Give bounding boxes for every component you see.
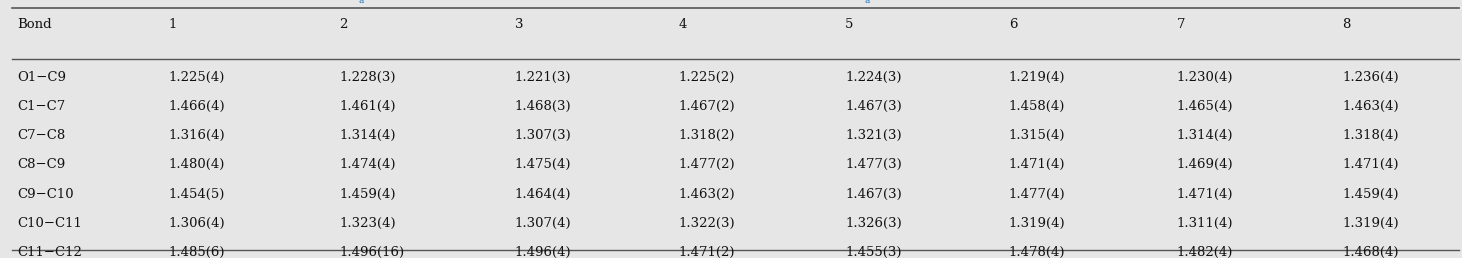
Text: 1.225(2): 1.225(2): [678, 71, 735, 84]
Text: 1.322(3): 1.322(3): [678, 217, 735, 230]
Text: 1.306(4): 1.306(4): [168, 217, 225, 230]
Text: 1.219(4): 1.219(4): [1009, 71, 1066, 84]
Text: 1.458(4): 1.458(4): [1009, 100, 1066, 113]
Text: 1.468(4): 1.468(4): [1342, 246, 1399, 258]
Text: 1.471(4): 1.471(4): [1177, 188, 1234, 200]
Text: 4: 4: [678, 18, 687, 31]
Text: 6: 6: [1009, 18, 1018, 31]
Text: 2: 2: [339, 18, 348, 31]
Text: 1.314(4): 1.314(4): [339, 129, 396, 142]
Text: 1.465(4): 1.465(4): [1177, 100, 1234, 113]
Text: 1.236(4): 1.236(4): [1342, 71, 1399, 84]
Text: a: a: [358, 0, 364, 5]
Text: 1.319(4): 1.319(4): [1009, 217, 1066, 230]
Text: 1.463(2): 1.463(2): [678, 188, 735, 200]
Text: 1.321(3): 1.321(3): [845, 129, 902, 142]
Text: 1.228(3): 1.228(3): [339, 71, 396, 84]
Text: C9−C10: C9−C10: [18, 188, 75, 200]
Text: 1.469(4): 1.469(4): [1177, 158, 1234, 171]
Text: C1−C7: C1−C7: [18, 100, 66, 113]
Text: 1.314(4): 1.314(4): [1177, 129, 1234, 142]
Text: 1.316(4): 1.316(4): [168, 129, 225, 142]
Text: 7: 7: [1177, 18, 1186, 31]
Text: 1.475(4): 1.475(4): [515, 158, 572, 171]
Text: 1.485(6): 1.485(6): [168, 246, 225, 258]
Text: 8: 8: [1342, 18, 1351, 31]
Text: 1.454(5): 1.454(5): [168, 188, 225, 200]
Text: C11−C12: C11−C12: [18, 246, 82, 258]
Text: 1.482(4): 1.482(4): [1177, 246, 1234, 258]
Text: 1.467(3): 1.467(3): [845, 188, 902, 200]
Text: 1.461(4): 1.461(4): [339, 100, 396, 113]
Text: 1.318(4): 1.318(4): [1342, 129, 1399, 142]
Text: 1.496(16): 1.496(16): [339, 246, 405, 258]
Text: 1.474(4): 1.474(4): [339, 158, 396, 171]
Text: 1.224(3): 1.224(3): [845, 71, 902, 84]
Text: O1−C9: O1−C9: [18, 71, 67, 84]
Text: 1.467(2): 1.467(2): [678, 100, 735, 113]
Text: 1.464(4): 1.464(4): [515, 188, 572, 200]
Text: 1.319(4): 1.319(4): [1342, 217, 1399, 230]
Text: 1.459(4): 1.459(4): [1342, 188, 1399, 200]
Text: 1.459(4): 1.459(4): [339, 188, 396, 200]
Text: 1.477(4): 1.477(4): [1009, 188, 1066, 200]
Text: 1.307(4): 1.307(4): [515, 217, 572, 230]
Text: 1.468(3): 1.468(3): [515, 100, 572, 113]
Text: 1.477(3): 1.477(3): [845, 158, 902, 171]
Text: 1.311(4): 1.311(4): [1177, 217, 1234, 230]
Text: 1.315(4): 1.315(4): [1009, 129, 1066, 142]
Text: 1.496(4): 1.496(4): [515, 246, 572, 258]
Text: 1: 1: [168, 18, 177, 31]
Text: 1.221(3): 1.221(3): [515, 71, 572, 84]
Text: C10−C11: C10−C11: [18, 217, 82, 230]
Text: 1.323(4): 1.323(4): [339, 217, 396, 230]
Text: 1.467(3): 1.467(3): [845, 100, 902, 113]
Text: 1.480(4): 1.480(4): [168, 158, 225, 171]
Text: 3: 3: [515, 18, 523, 31]
Text: 1.230(4): 1.230(4): [1177, 71, 1234, 84]
Text: 1.466(4): 1.466(4): [168, 100, 225, 113]
Text: 1.307(3): 1.307(3): [515, 129, 572, 142]
Text: 1.326(3): 1.326(3): [845, 217, 902, 230]
Text: 1.225(4): 1.225(4): [168, 71, 225, 84]
Text: 5: 5: [845, 18, 854, 31]
Text: C7−C8: C7−C8: [18, 129, 66, 142]
Text: 1.478(4): 1.478(4): [1009, 246, 1066, 258]
Text: 1.477(2): 1.477(2): [678, 158, 735, 171]
Text: 1.318(2): 1.318(2): [678, 129, 735, 142]
Text: a: a: [864, 0, 870, 5]
Text: Bond: Bond: [18, 18, 53, 31]
Text: 1.471(4): 1.471(4): [1342, 158, 1399, 171]
Text: 1.455(3): 1.455(3): [845, 246, 902, 258]
Text: 1.471(4): 1.471(4): [1009, 158, 1066, 171]
Text: 1.463(4): 1.463(4): [1342, 100, 1399, 113]
Text: C8−C9: C8−C9: [18, 158, 66, 171]
Text: 1.471(2): 1.471(2): [678, 246, 735, 258]
